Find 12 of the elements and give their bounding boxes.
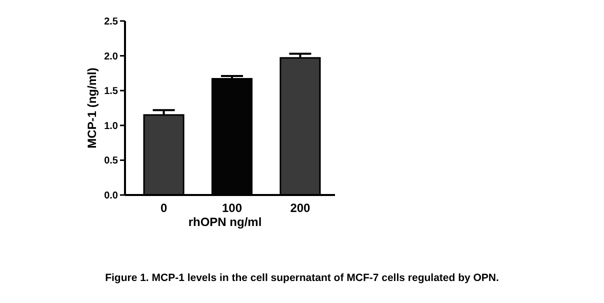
- y-axis-title: MCP-1 (ng/ml): [85, 68, 99, 148]
- x-tick-label: 0: [160, 201, 168, 215]
- x-tick-label: 100: [222, 201, 242, 215]
- y-tick-label: 2.5: [104, 16, 118, 28]
- x-axis-title: rhOPN ng/ml: [188, 215, 262, 229]
- y-tick-label: 1.5: [104, 86, 118, 98]
- caption: Figure 1. MCP-1 levels in the cell supernatant of MCF-7 cells regulated by OPN.: [105, 272, 500, 284]
- y-tick-label: 0.0: [104, 190, 118, 202]
- x-tick-label: 200: [290, 201, 311, 215]
- y-tick-label: 0.5: [104, 156, 118, 167]
- y-tick-label: 1.0: [104, 120, 118, 132]
- y-tick-label: 2.0: [104, 51, 118, 62]
